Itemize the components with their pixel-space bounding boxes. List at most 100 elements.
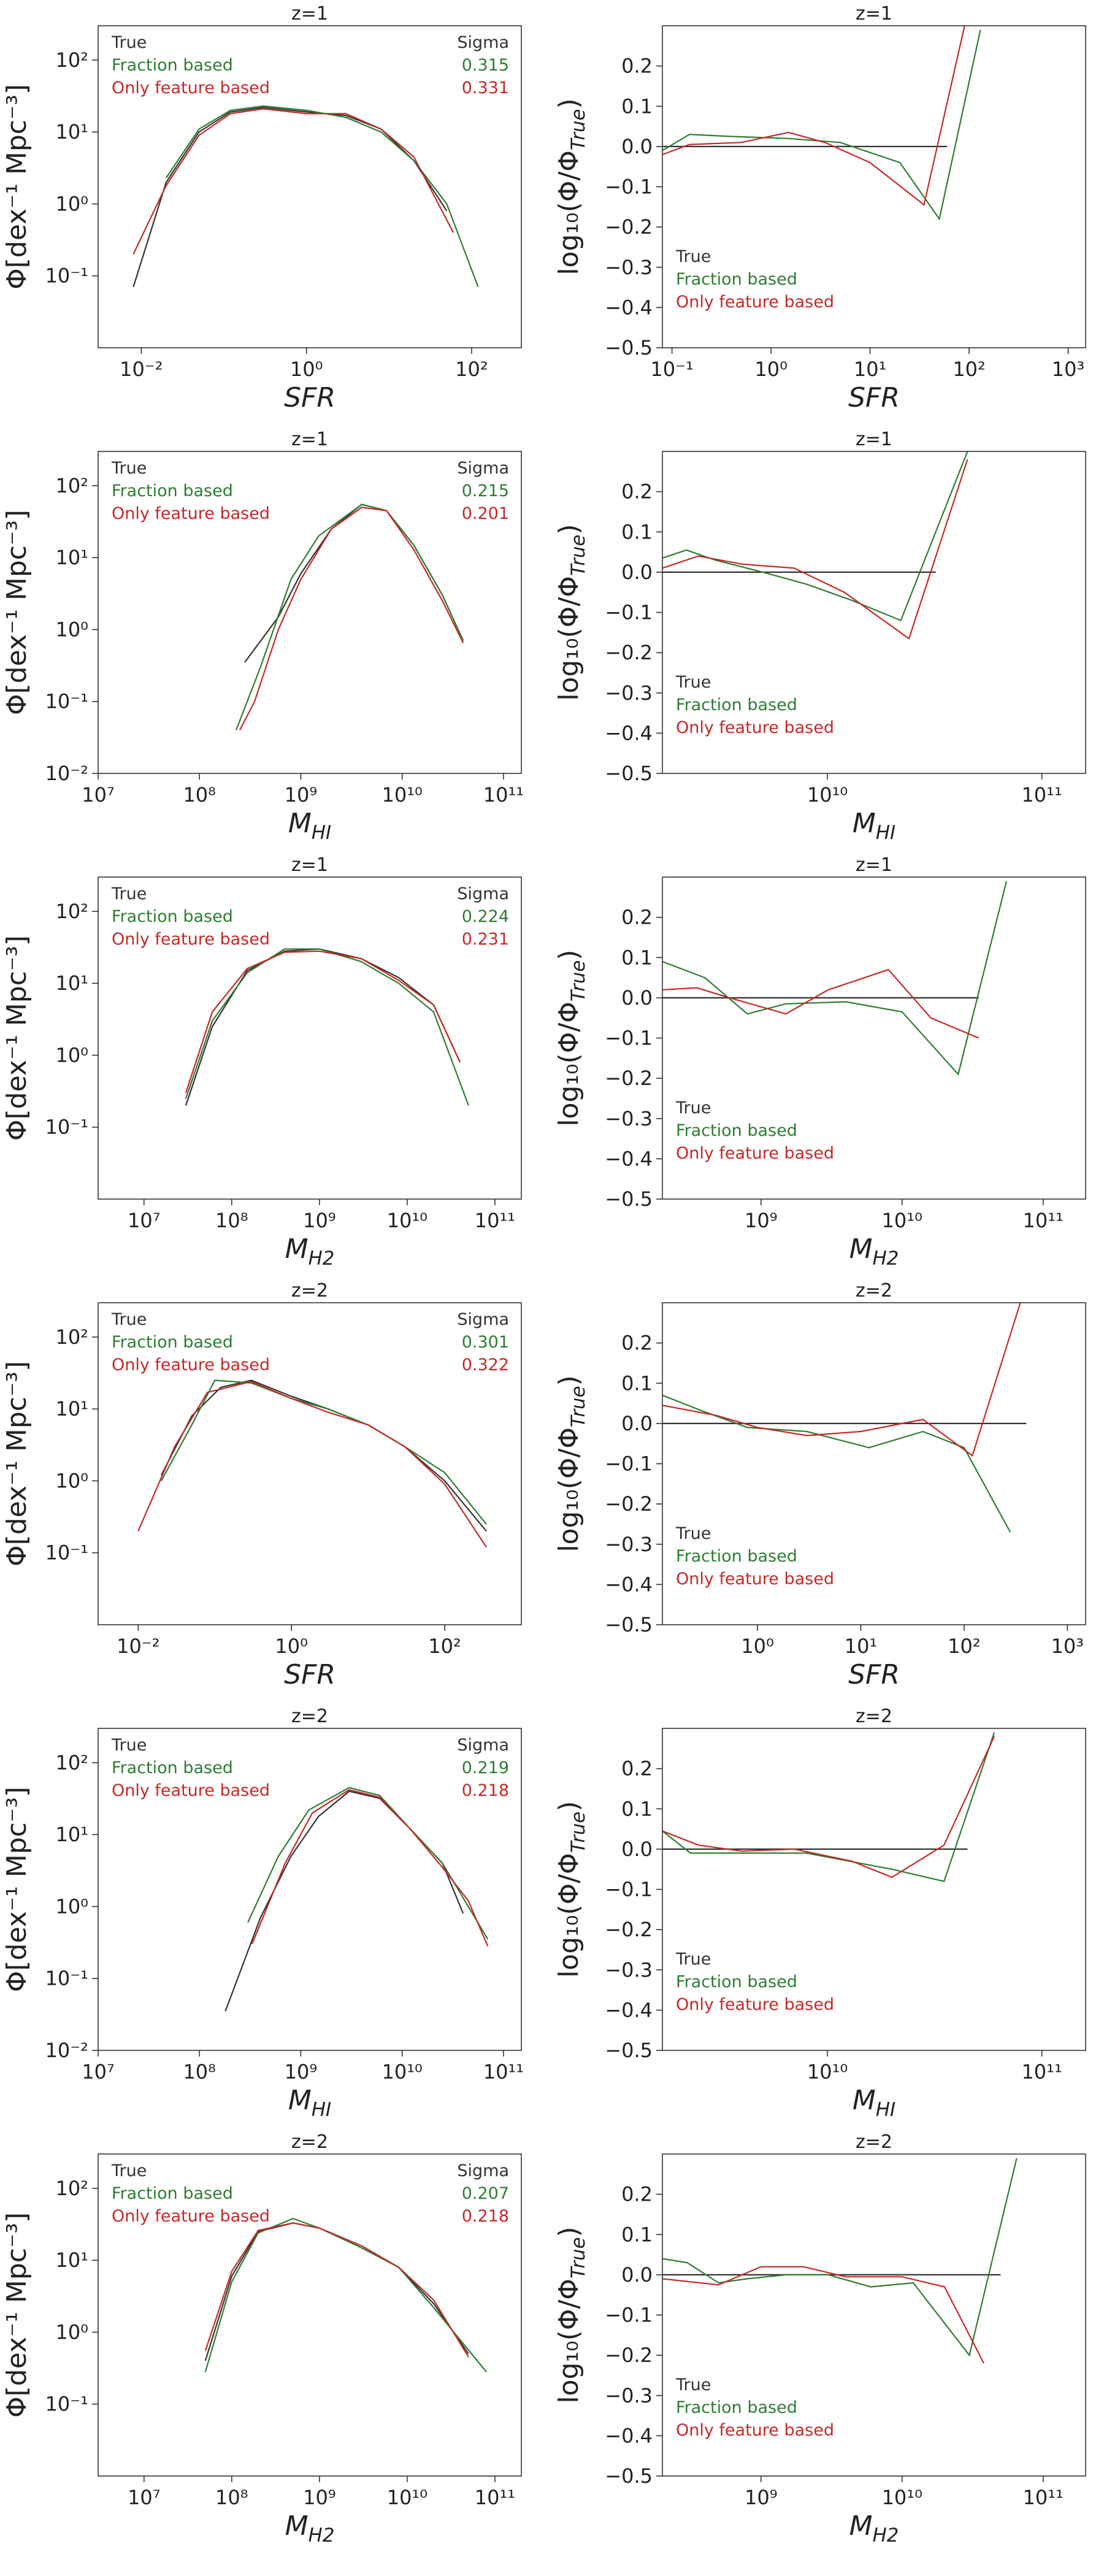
axis-label-main: log₁₀(Φ/Φ	[553, 2279, 585, 2404]
x-tick-label: 10⁷	[128, 1209, 161, 1232]
x-tick-label: 10²	[455, 358, 488, 381]
chart-title: z=2	[856, 1280, 892, 1301]
series-line-true	[185, 948, 461, 1106]
y-tick-label: 10²	[55, 2177, 88, 2200]
y-tick-label: 10¹	[55, 546, 88, 569]
legend-entry-true: True	[111, 2161, 147, 2180]
y-tick-label: 0.1	[621, 1797, 653, 1820]
x-tick-label: 10¹⁰	[381, 783, 422, 807]
series-group	[185, 948, 469, 1106]
sigma-value: 0.331	[462, 79, 509, 98]
series-line-fraction-based	[247, 1787, 489, 1940]
y-tick-label: −0.1	[605, 1452, 653, 1476]
y-tick-label: −0.4	[605, 1147, 653, 1170]
y-tick-label: −0.2	[605, 2344, 653, 2367]
y-tick-label: 10⁰	[55, 1469, 88, 1492]
y-tick-label: 10¹	[55, 1397, 88, 1420]
series-line-only-feature-based	[662, 1303, 1021, 1457]
axis-label-sub: True	[567, 960, 589, 1002]
axis-label-main: M	[849, 2510, 873, 2542]
chart-panel-4: z=1 10¹⁰ 10¹¹ −0.5 −0.4 −0.3 −0.2 −0.1 0.0 0.1 0.2…	[553, 429, 1086, 844]
y-tick-label: −0.4	[605, 2424, 653, 2447]
y-tick-label: −0.1	[605, 1027, 653, 1050]
axis-label-main: log₁₀(Φ/Φ	[553, 1853, 585, 1978]
y-tick-label: −0.4	[605, 1998, 653, 2022]
y-tick-label: −0.2	[605, 1492, 653, 1516]
chart-panel-9: z=2 10⁷ 10⁸ 10⁹ 10¹⁰ 10¹¹ 10⁻² 10⁻¹ 10⁰ 10¹ 10² MHI…	[1, 1706, 524, 2121]
x-tick-label: 10¹⁰	[807, 783, 848, 807]
legend-entry-fraction-based: Fraction based	[112, 907, 233, 926]
x-tick-label: 10⁰	[741, 1635, 774, 1658]
x-tick-label: 10⁹	[303, 1209, 336, 1232]
plot-frame	[98, 876, 522, 1200]
x-tick-label: 10¹¹	[475, 2486, 515, 2509]
legend-entry-true: True	[675, 1524, 711, 1543]
axis-label-sub: True	[567, 2237, 589, 2279]
y-tick-label: 10²	[55, 1751, 88, 1774]
x-tick-label: 10¹¹	[1023, 2486, 1064, 2509]
series-line-true	[204, 2222, 469, 2361]
x-tick-label: 10⁸	[183, 2060, 216, 2083]
sigma-value: 0.301	[462, 1333, 509, 1352]
y-tick-label: −0.5	[605, 2464, 653, 2488]
y-tick-label: 0.0	[621, 2263, 653, 2287]
x-tick-label: 10⁹	[303, 2486, 336, 2509]
x-tick-label: 10¹⁰	[807, 2060, 848, 2083]
x-tick-label: 10⁷	[82, 783, 115, 807]
y-axis-label: log₁₀(Φ/ΦTrue)	[553, 1801, 589, 1977]
y-axis-label: Φ[dex⁻¹ Mpc⁻³]	[1, 1787, 33, 1992]
legend-entry-fraction-based: Fraction based	[676, 696, 797, 715]
sigma-value: 0.201	[462, 504, 509, 523]
sigma-value: 0.207	[462, 2184, 509, 2203]
series-line-only-feature-based	[132, 108, 454, 255]
legend-entry-only-feature-based: Only feature based	[112, 504, 270, 523]
series-line-fraction-based	[662, 1394, 1011, 1533]
y-tick-label: −0.5	[605, 1613, 653, 1636]
legend-entry-fraction-based: Fraction based	[676, 270, 797, 289]
x-tick-label: 10¹¹	[1023, 1209, 1064, 1232]
chart-title: z=2	[856, 1706, 892, 1727]
y-tick-label: −0.1	[605, 1878, 653, 1901]
plot-frame	[98, 1728, 522, 2051]
chart-panel-5: z=1 10⁷ 10⁸ 10⁹ 10¹⁰ 10¹¹ 10⁻¹ 10⁰ 10¹ 10² MH2 Φ[de…	[1, 854, 522, 1270]
legend-entry-fraction-based: Fraction based	[112, 1333, 233, 1352]
y-tick-label: −0.5	[605, 2039, 653, 2062]
x-tick-label: 10¹	[845, 1635, 878, 1658]
axis-label-sub: HI	[876, 2099, 895, 2121]
axis-label-main: M	[285, 1233, 309, 1265]
axis-label-sub: H2	[873, 1248, 899, 1270]
legend-entry-only-feature-based: Only feature based	[112, 79, 270, 98]
axis-label-main: log₁₀(Φ/Φ	[553, 1427, 585, 1552]
y-tick-label: 10²	[55, 48, 88, 72]
series-line-true	[132, 106, 448, 288]
x-tick-label: 10⁻²	[117, 1635, 159, 1658]
series-group	[235, 504, 464, 730]
y-tick-label: −0.4	[605, 1573, 653, 1596]
x-tick-label: 10⁸	[215, 2486, 248, 2509]
axis-label-sub: H2	[309, 2524, 335, 2547]
legend-entry-true: True	[675, 1950, 711, 1969]
x-tick-label: 10⁷	[128, 2486, 161, 2509]
legend-entry-true: True	[675, 673, 711, 692]
x-tick-label: 10²	[953, 358, 986, 381]
axis-label-sub: HI	[312, 822, 331, 844]
axis-label-tail: )	[553, 1801, 585, 1811]
axis-label-sub: True	[567, 1812, 589, 1853]
legend-entry-fraction-based: Fraction based	[112, 2184, 233, 2203]
series-line-only-feature-based	[239, 507, 464, 730]
y-axis-label: log₁₀(Φ/ΦTrue)	[553, 2226, 589, 2403]
x-tick-label: 10⁸	[215, 1209, 248, 1232]
x-axis-label: MHI	[853, 808, 895, 844]
y-tick-label: −0.5	[605, 336, 653, 359]
y-tick-label: 0.1	[621, 2223, 653, 2246]
x-tick-label: 10²	[428, 1635, 461, 1658]
x-axis-label: MH2	[849, 2510, 899, 2547]
series-line-only-feature-based	[251, 1788, 489, 1947]
y-tick-label: 10⁰	[55, 192, 88, 215]
series-line-only-feature-based	[662, 1736, 995, 1879]
legend-entry-true: True	[111, 33, 147, 52]
x-tick-label: 10¹¹	[483, 2060, 524, 2083]
sigma-header: Sigma	[457, 1310, 509, 1329]
axis-label-tail: )	[553, 2226, 585, 2237]
